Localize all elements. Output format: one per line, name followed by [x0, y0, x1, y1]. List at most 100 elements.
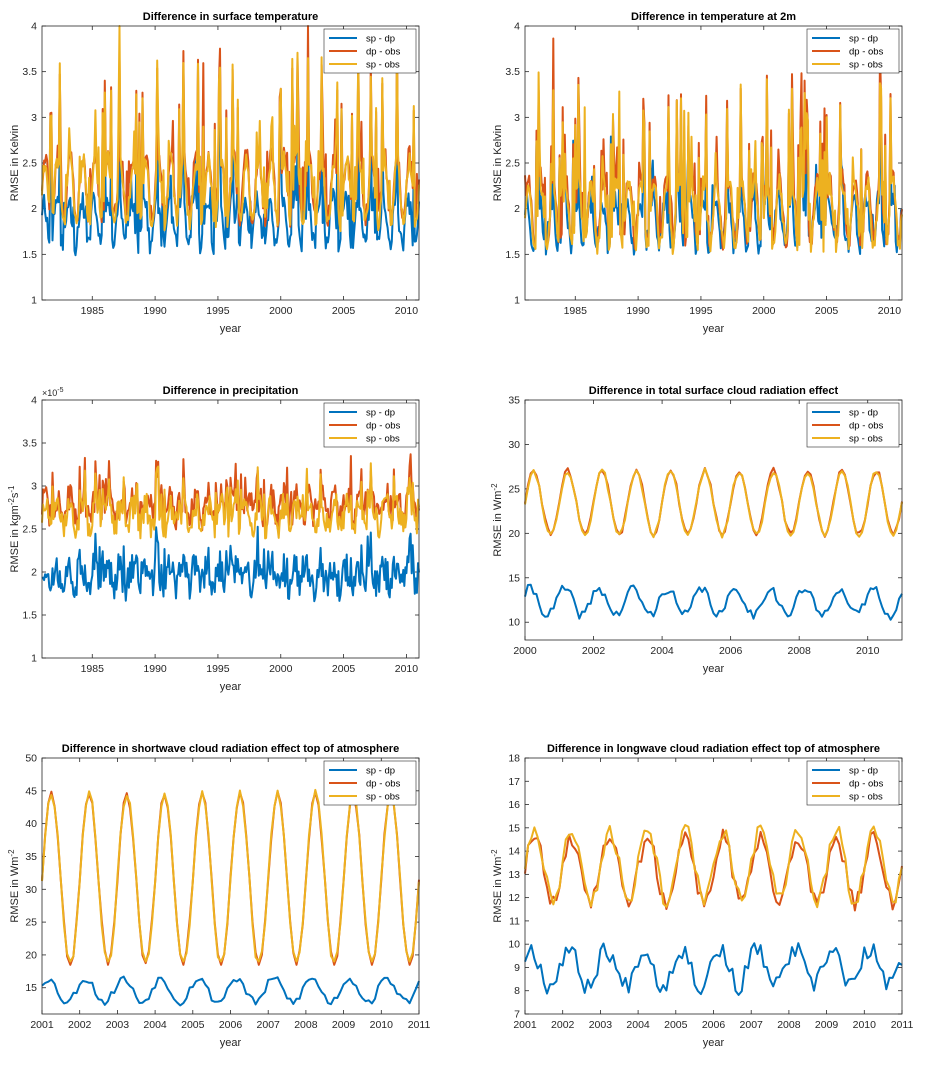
x-tick-label: 2002 [68, 1019, 92, 1031]
y-axis-label: RMSE in Kelvin [9, 125, 21, 201]
x-tick-label: 2011 [408, 1019, 431, 1031]
series-line-sp-obs [524, 71, 903, 255]
y-tick-label: 10 [508, 617, 520, 629]
legend-entry: dp - obs [849, 421, 884, 432]
y-tick-label: 3.5 [505, 66, 520, 78]
y-tick-label: 15 [508, 822, 520, 834]
y-tick-label: 2 [514, 203, 520, 215]
y-axis-label: RMSE in kgm-2s-1 [7, 485, 21, 573]
x-tick-label: 2005 [332, 663, 356, 675]
legend-entry: sp - dp [366, 408, 395, 419]
y-tick-label: 30 [508, 439, 520, 451]
x-tick-label: 2009 [815, 1019, 839, 1031]
y-tick-label: 3.5 [22, 438, 37, 450]
chart-panel-4: Difference in total surface cloud radiat… [490, 385, 903, 675]
x-axis-label: year [703, 663, 725, 675]
y-tick-label: 14 [508, 846, 520, 858]
x-tick-label: 2005 [181, 1019, 205, 1031]
x-tick-label: 2007 [740, 1019, 764, 1031]
y-tick-label: 4 [31, 395, 37, 407]
legend-entry: sp - obs [366, 434, 400, 445]
legend-entry: sp - dp [849, 34, 878, 45]
legend-entry: sp - obs [366, 792, 400, 803]
x-tick-label: 2000 [513, 645, 537, 657]
y-tick-label: 15 [25, 982, 37, 994]
legend-entry: sp - obs [849, 792, 883, 803]
y-tick-label: 35 [508, 395, 520, 407]
legend-entry: sp - obs [849, 60, 883, 71]
y-tick-label: 20 [508, 528, 520, 540]
x-tick-label: 2008 [777, 1019, 801, 1031]
y-tick-label: 15 [508, 572, 520, 584]
series-line-sp-obs [524, 467, 903, 539]
x-tick-label: 2007 [257, 1019, 281, 1031]
x-tick-label: 2000 [269, 663, 293, 675]
legend-entry: sp - obs [849, 434, 883, 445]
legend-entry: sp - dp [366, 766, 395, 777]
y-tick-label: 7 [514, 1009, 520, 1021]
legend: sp - dp dp - obs sp - obs [806, 28, 900, 74]
x-tick-label: 2010 [395, 663, 419, 675]
legend: sp - dp dp - obs sp - obs [806, 760, 900, 806]
series-line-sp-dp [41, 975, 420, 1007]
y-tick-label: 2.5 [22, 158, 37, 170]
legend-entry: dp - obs [366, 421, 401, 432]
x-tick-label: 2009 [332, 1019, 356, 1031]
chart-panel-3: Difference in precipitation 1985 1990 1995 2… [7, 385, 420, 693]
x-tick-label: 2010 [853, 1019, 877, 1031]
legend-entry: dp - obs [849, 47, 884, 58]
y-tick-label: 1 [514, 295, 520, 307]
y-tick-label: 4 [31, 21, 37, 33]
x-tick-label: 2010 [370, 1019, 394, 1031]
y-tick-label: 50 [25, 753, 37, 765]
series-line-sp-dp [41, 525, 420, 603]
y-tick-label: 1.5 [505, 249, 520, 261]
chart-panel-2: Difference in temperature at 2m 1985 1990 1… [492, 11, 903, 335]
axes-frame [41, 25, 420, 301]
legend: sp - dp dp - obs sp - obs [323, 402, 417, 448]
y-tick-label: 3 [514, 112, 520, 124]
x-tick-label: 2000 [752, 305, 776, 317]
chart-title: Difference in temperature at 2m [631, 11, 796, 23]
y-tick-label: 1.5 [22, 249, 37, 261]
y-tick-label: 2.5 [22, 524, 37, 536]
legend-entry: sp - dp [849, 408, 878, 419]
axes-frame [524, 399, 903, 641]
x-tick-label: 1985 [564, 305, 588, 317]
x-tick-label: 2008 [294, 1019, 318, 1031]
x-tick-label: 2005 [332, 305, 356, 317]
y-tick-label: 2 [31, 203, 37, 215]
y-tick-label: 17 [508, 776, 520, 788]
x-tick-label: 2010 [878, 305, 902, 317]
y-axis-label: RMSE in Wm-2 [490, 483, 504, 557]
y-tick-label: 12 [508, 892, 520, 904]
axes-frame [41, 399, 420, 659]
series-line-sp-dp [524, 583, 903, 621]
chart-title: Difference in total surface cloud radiat… [589, 385, 839, 397]
y-tick-label: 4 [514, 21, 520, 33]
y-tick-label: 13 [508, 869, 520, 881]
x-tick-label: 1995 [689, 305, 713, 317]
x-tick-label: 1995 [206, 305, 230, 317]
y-tick-label: 1.5 [22, 610, 37, 622]
series-line-sp-obs [41, 462, 420, 540]
x-tick-label: 1995 [206, 663, 230, 675]
x-tick-label: 2003 [589, 1019, 613, 1031]
y-tick-label: 25 [25, 917, 37, 929]
y-tick-label: 18 [508, 753, 520, 765]
series-line-sp-dp [524, 942, 903, 996]
x-tick-label: 1990 [143, 663, 167, 675]
x-tick-label: 2001 [513, 1019, 537, 1031]
y-tick-label: 20 [25, 949, 37, 961]
legend: sp - dp dp - obs sp - obs [806, 402, 900, 448]
x-tick-label: 2010 [856, 645, 880, 657]
y-tick-label: 40 [25, 818, 37, 830]
x-tick-label: 2002 [551, 1019, 575, 1031]
legend: sp - dp dp - obs sp - obs [323, 760, 417, 806]
x-tick-label: 2002 [582, 645, 606, 657]
axes-frame [524, 757, 903, 1015]
y-tick-label: 9 [514, 962, 520, 974]
x-tick-label: 1990 [626, 305, 650, 317]
y-axis-label: RMSE in Kelvin [492, 125, 504, 201]
